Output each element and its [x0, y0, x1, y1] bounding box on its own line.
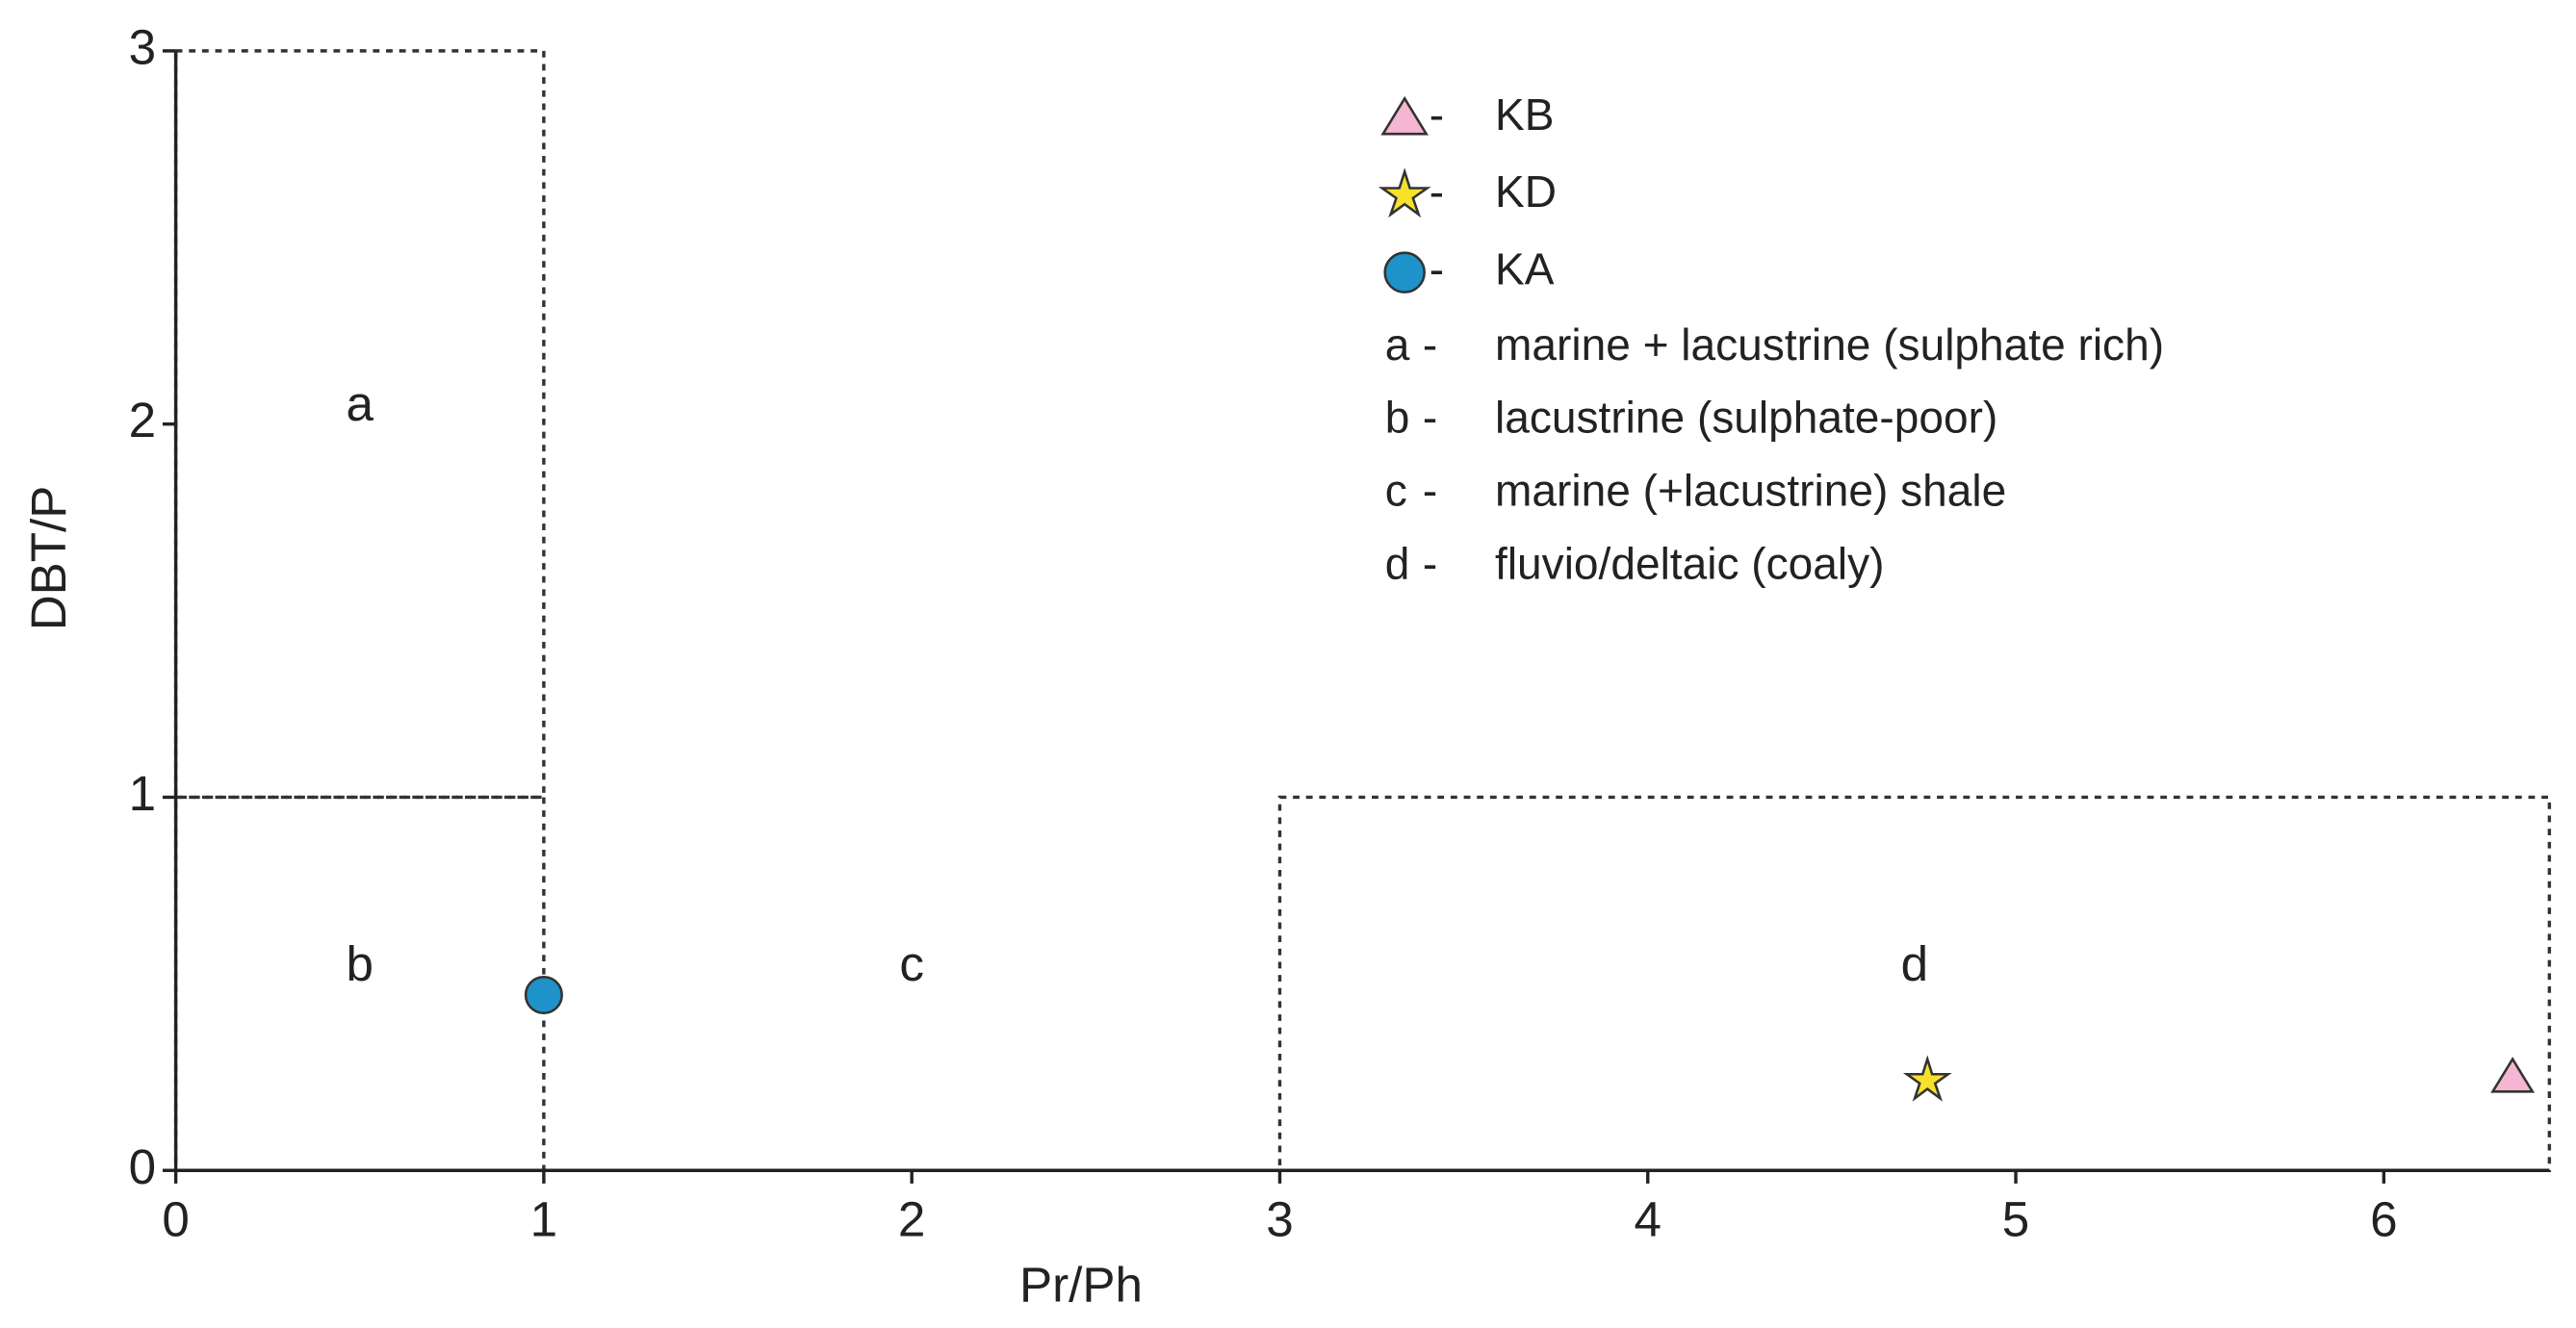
y-tick-label: 3	[129, 19, 156, 74]
x-tick-label: 1	[530, 1191, 557, 1246]
legend-zone-description: marine (+lacustrine) shale	[1495, 466, 2006, 516]
legend-separator: -	[1423, 466, 1437, 516]
data-point	[524, 975, 563, 1015]
x-tick-label: 3	[1266, 1191, 1293, 1246]
zone-label: b	[347, 936, 374, 991]
legend-separator: -	[1423, 393, 1437, 443]
legend-marker	[1380, 95, 1429, 136]
y-axis-label: DBT/P	[21, 486, 76, 631]
x-tick-label: 4	[1635, 1191, 1662, 1246]
legend-separator: -	[1430, 243, 1444, 294]
legend-zone-label: b	[1385, 393, 1410, 443]
legend-zone-description: fluvio/deltaic (coaly)	[1495, 539, 1884, 589]
legend-marker	[1378, 167, 1431, 218]
legend-marker	[1383, 251, 1426, 294]
legend-zone-label: a	[1385, 319, 1410, 370]
legend-label: KD	[1495, 166, 1557, 217]
legend-separator: -	[1430, 89, 1444, 140]
legend-zone-label: c	[1385, 466, 1407, 516]
x-tick-label: 5	[2002, 1191, 2029, 1246]
legend-separator: -	[1423, 319, 1437, 370]
x-tick-label: 6	[2370, 1191, 2397, 1246]
legend-separator: -	[1430, 166, 1444, 217]
zone-label: c	[899, 936, 924, 991]
zone-label: d	[1901, 936, 1928, 991]
y-tick-label: 2	[129, 393, 156, 447]
data-point	[2490, 1057, 2536, 1093]
zone-label: a	[347, 376, 374, 431]
x-axis-label: Pr/Ph	[1019, 1258, 1143, 1313]
legend-separator: -	[1423, 539, 1437, 589]
legend-label: KB	[1495, 89, 1554, 140]
y-tick-label: 0	[129, 1139, 156, 1194]
x-tick-label: 0	[162, 1191, 189, 1246]
legend-zone-label: d	[1385, 539, 1410, 589]
legend-zone-description: marine + lacustrine (sulphate rich)	[1495, 319, 2164, 370]
y-tick-label: 1	[129, 766, 156, 821]
legend-zone-description: lacustrine (sulphate-poor)	[1495, 393, 1997, 443]
data-point	[1902, 1055, 1952, 1102]
x-tick-label: 2	[898, 1191, 925, 1246]
legend-label: KA	[1495, 243, 1555, 294]
